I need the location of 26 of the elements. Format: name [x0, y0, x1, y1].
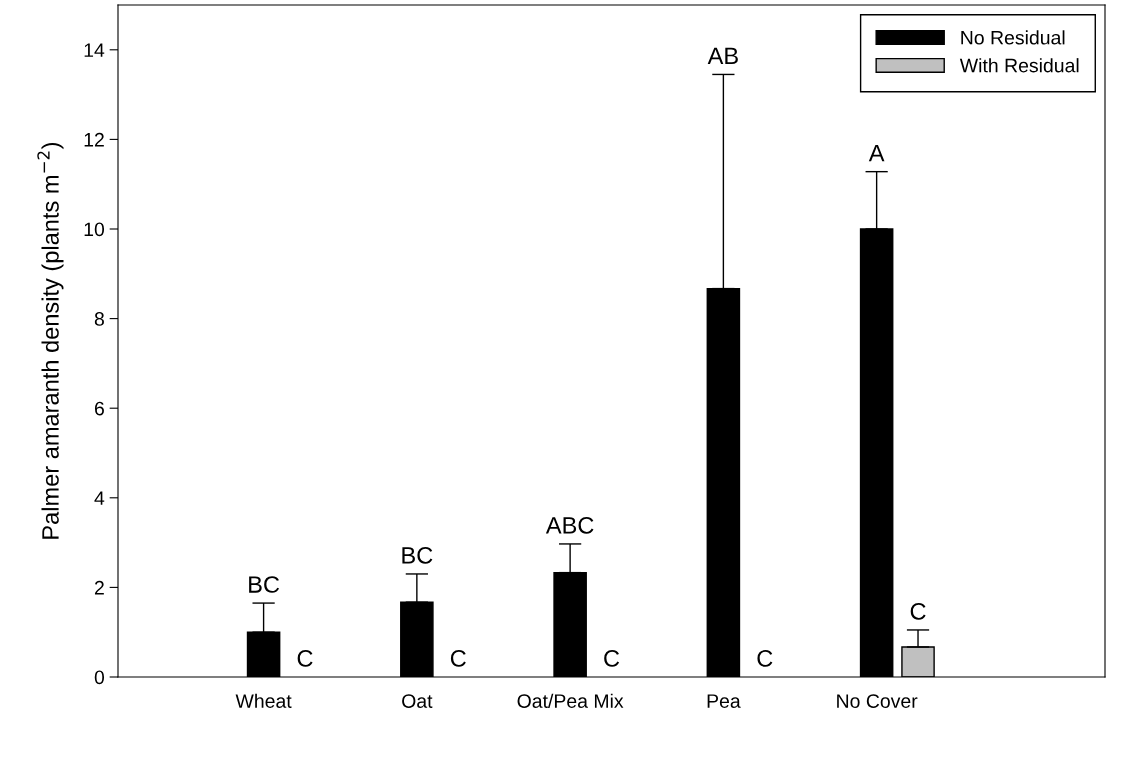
x-tick-label: Oat — [402, 694, 433, 708]
y-tick-label: 6 — [94, 401, 104, 416]
annotation: ABC — [545, 517, 594, 534]
y-tick-label: 2 — [94, 580, 104, 595]
y-tick-label: 14 — [84, 43, 105, 57]
y-tick-label: 0 — [94, 670, 105, 685]
annotation: C — [604, 650, 620, 667]
y-tick-label: 12 — [84, 132, 104, 147]
annotation: BC — [249, 576, 280, 593]
annotation: C — [910, 603, 926, 620]
legend-label: No Residual — [961, 30, 1065, 45]
x-tick-label: Oat/Pea Mix — [517, 693, 624, 708]
y-axis-title: Palmer amaranth density (plants m$^{−2}$) — [37, 142, 64, 539]
x-tick-label: Wheat — [235, 693, 292, 708]
y-tick-label: 8 — [94, 312, 104, 326]
annotation: C — [297, 650, 313, 667]
annotation: AB — [707, 47, 738, 64]
annotation: C — [757, 650, 773, 667]
annotation: BC — [402, 547, 433, 564]
annotation: A — [868, 144, 885, 162]
annotation: C — [450, 650, 466, 667]
y-tick-label: 4 — [94, 491, 105, 505]
legend-label: With Residual — [959, 58, 1079, 73]
x-tick-label: No Cover — [837, 694, 918, 708]
x-tick-label: Pea — [707, 694, 741, 708]
y-tick-label: 10 — [84, 222, 105, 237]
